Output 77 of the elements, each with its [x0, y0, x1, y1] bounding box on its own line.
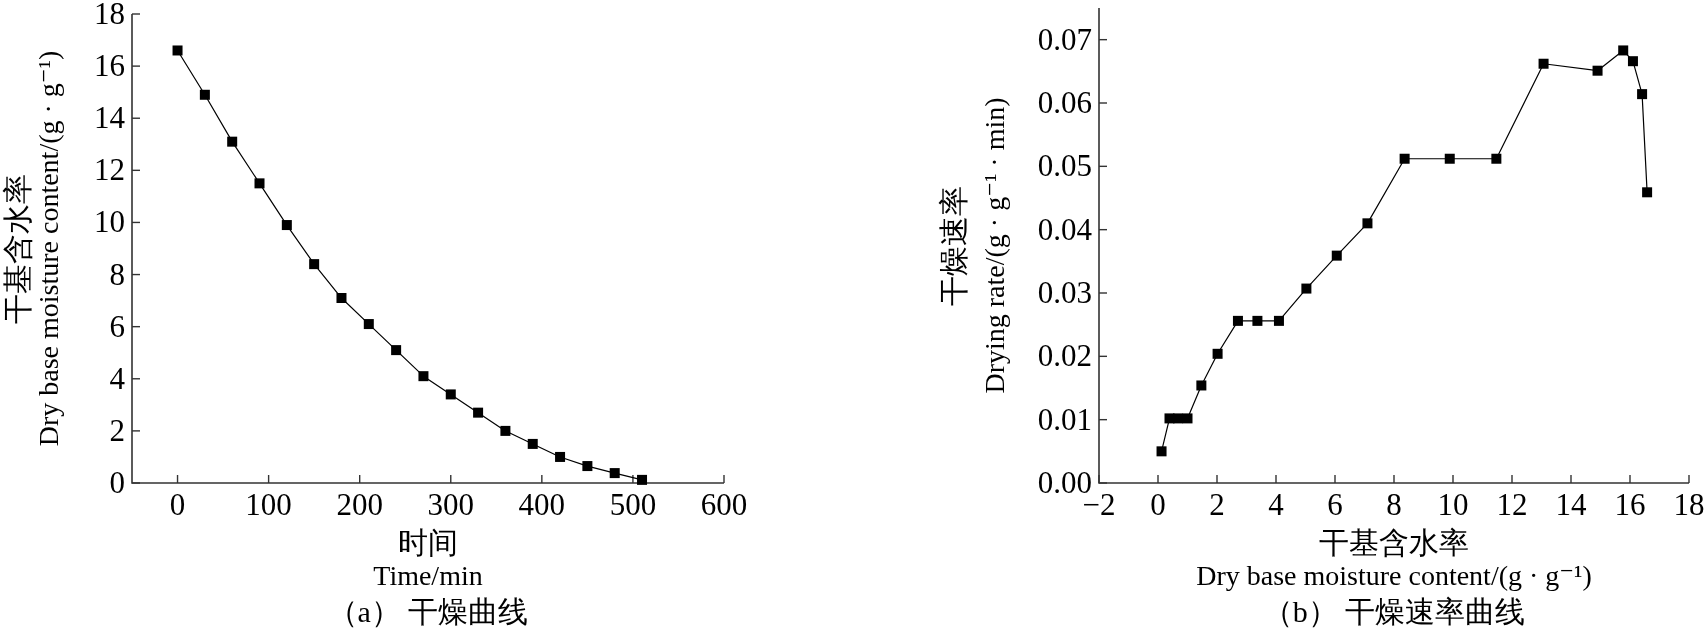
y-tick-label: 0.03 — [1037, 275, 1092, 310]
point — [336, 293, 347, 304]
x-tick-label: 4 — [1268, 487, 1285, 522]
point — [1592, 65, 1603, 76]
x-tick-label: 500 — [609, 487, 657, 522]
x-tick-label: 16 — [1614, 487, 1646, 522]
point — [227, 136, 238, 147]
point — [582, 461, 593, 472]
point — [445, 389, 456, 400]
x-tick-label: 0 — [169, 487, 186, 522]
x-tick-label: 6 — [1327, 487, 1343, 522]
x-tick-label: 14 — [1555, 487, 1587, 522]
x-tick-label: 600 — [700, 487, 748, 522]
y-tick-label: 12 — [94, 152, 125, 188]
y-tick-label: 2 — [109, 412, 125, 448]
point — [391, 345, 402, 356]
x-tick-label: 18 — [1673, 487, 1705, 522]
point — [527, 438, 538, 449]
point — [1232, 315, 1243, 326]
y-tick-label: 14 — [94, 100, 126, 136]
y-tick-label: 0.07 — [1037, 21, 1092, 57]
y-tick-label: 8 — [109, 256, 125, 292]
y-tick-label: 0.02 — [1037, 338, 1092, 374]
x-tick-label: 10 — [1437, 487, 1469, 522]
x-tick-label: 2 — [1209, 487, 1225, 522]
y-tick-label: 10 — [94, 204, 125, 240]
point — [199, 89, 210, 100]
point — [1637, 89, 1648, 100]
point — [1212, 348, 1223, 359]
x-tick-label: 100 — [245, 487, 292, 522]
point — [1301, 283, 1312, 294]
x-tick-label: 200 — [336, 487, 383, 522]
x-axis-title: 干基含水率 Dry base moisture content/(g · g⁻¹) — [1196, 526, 1592, 591]
y-tick-label: 0 — [109, 465, 125, 500]
point — [1182, 413, 1193, 424]
y-tick-label: 0.01 — [1037, 401, 1092, 437]
x-tick-label: 400 — [518, 487, 566, 522]
y-tick-label: 0.05 — [1037, 148, 1092, 184]
x-tick-label: 300 — [427, 487, 475, 522]
point — [609, 468, 620, 479]
point — [555, 451, 566, 462]
point — [172, 45, 183, 56]
x-tick-label: 8 — [1386, 487, 1402, 522]
text: （a） 干燥曲线 — [327, 595, 529, 628]
point — [254, 178, 265, 189]
y-tick-label: 0.04 — [1037, 211, 1093, 247]
y-tick-label: 16 — [94, 48, 125, 84]
point — [637, 474, 648, 485]
point — [1642, 187, 1653, 198]
point — [1399, 153, 1410, 164]
text: （b） 干燥速率曲线 — [1262, 595, 1526, 628]
point — [1331, 250, 1342, 261]
point — [1273, 315, 1284, 326]
point — [1491, 153, 1502, 164]
point — [1362, 218, 1373, 229]
point — [418, 371, 429, 382]
point — [281, 220, 292, 231]
point — [1156, 446, 1167, 457]
point — [1252, 315, 1263, 326]
point — [500, 425, 511, 436]
x-tick-label: 12 — [1496, 487, 1528, 522]
point — [309, 259, 320, 270]
y-tick-label: 6 — [109, 308, 125, 344]
y-axis-title: 干基含水率 Dry base moisture content/(g · g⁻¹) — [1, 50, 64, 447]
x-axis-title: 时间 Time/min — [373, 526, 483, 591]
y-axis-title: 干燥速率 Drying rate/(g · g⁻¹ · min) — [937, 97, 1010, 394]
point — [473, 407, 484, 418]
x-tick-label: 0 — [1150, 487, 1166, 522]
y-tick-label: 0.06 — [1037, 85, 1092, 120]
y-tick-label: 4 — [109, 360, 126, 396]
point — [1627, 56, 1638, 67]
point — [1196, 380, 1207, 391]
point — [1538, 58, 1549, 69]
point — [1618, 45, 1629, 56]
point — [1444, 153, 1455, 164]
point — [363, 319, 374, 330]
y-tick-label: 18 — [94, 0, 125, 31]
